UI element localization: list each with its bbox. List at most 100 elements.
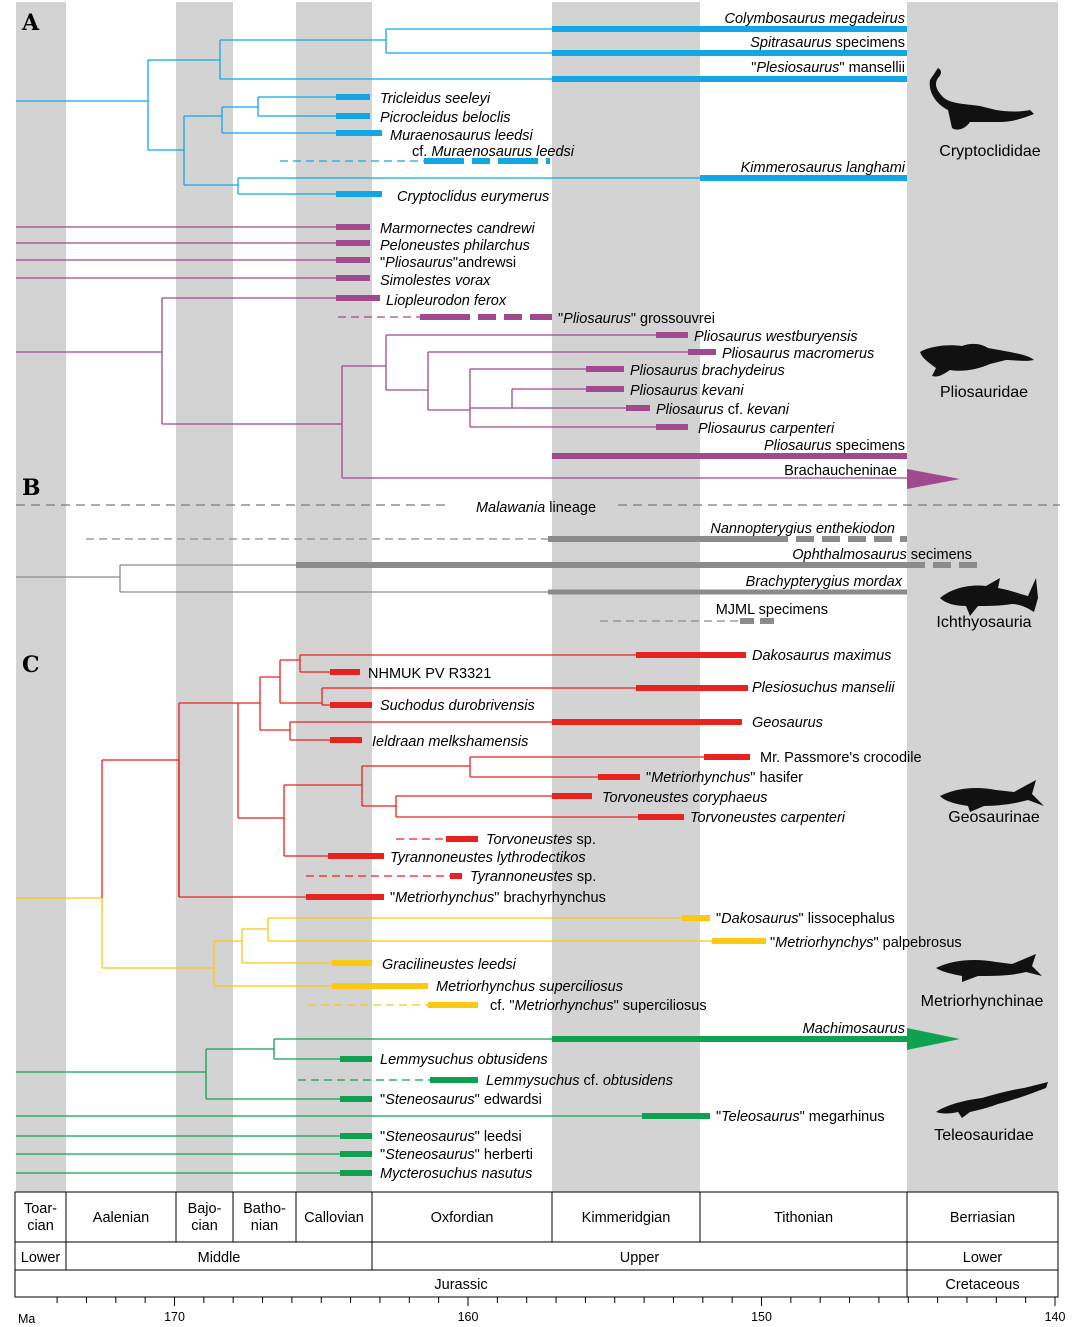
- axis-unit: Ma: [18, 1312, 35, 1326]
- geosaurine-icon: [940, 780, 1044, 812]
- taxon-suchodus: Suchodus durobrivensis: [380, 698, 535, 714]
- taxon-tricleidus: Tricleidus seeleyi: [380, 91, 491, 107]
- taxon-lemm-cf: Lemmysuchus cf. obtusidens: [486, 1073, 673, 1089]
- stage-label: cian: [27, 1218, 54, 1234]
- series-label: Lower: [21, 1250, 61, 1266]
- plesiosaur-icon: [929, 68, 1034, 130]
- taxon-nhmuk: NHMUK PV R3321: [368, 666, 491, 682]
- taxon-torv-carpenteri: Torvoneustes carpenteri: [690, 810, 846, 826]
- stage-band: [16, 2, 66, 1192]
- taxon-gracilineustes: Gracilineustes leedsi: [382, 957, 517, 973]
- taxon-westburyensis: Pliosaurus westburyensis: [694, 329, 858, 345]
- series-label: Upper: [620, 1250, 660, 1266]
- stage-band: [176, 2, 233, 1192]
- stage-label: Tithonian: [774, 1210, 833, 1226]
- taxon-mjml: MJML specimens: [716, 602, 828, 618]
- silhouettes: [920, 68, 1048, 1118]
- taxon-macromerus: Pliosaurus macromerus: [722, 346, 874, 362]
- taxon-colymbosaurus: Colymbosaurus megadeirus: [724, 11, 905, 27]
- taxon-megarhinus: "Teleosaurus" megarhinus: [716, 1109, 885, 1125]
- stage-label: Berriasian: [950, 1210, 1015, 1226]
- taxon-picrocleidus: Picrocleidus beloclis: [380, 110, 511, 126]
- taxon-liopleurodon: Liopleurodon ferox: [386, 293, 507, 309]
- stage-label: Kimmeridgian: [582, 1210, 671, 1226]
- stage-label: Bajo-: [188, 1201, 222, 1217]
- taxon-herberti: "Steneosaurus" herberti: [380, 1147, 533, 1163]
- arrow-brachaucheninae: [907, 469, 960, 489]
- stage-label: nian: [251, 1218, 278, 1234]
- stage-label: Toar-: [24, 1201, 57, 1217]
- stage-label: Aalenian: [93, 1210, 149, 1226]
- group-metriorhynchinae: Metriorhynchinae: [921, 993, 1044, 1010]
- taxon-lissocephalus: "Dakosaurus" lissocephalus: [716, 911, 895, 927]
- panel-label-b: B: [22, 475, 41, 501]
- tick-label-160: 160: [458, 1310, 479, 1324]
- taxon-plesiosaurus-mansellii: "Plesiosaurus" mansellii: [751, 60, 905, 76]
- stage-label: Oxfordian: [431, 1210, 494, 1226]
- tick-label-170: 170: [164, 1310, 185, 1324]
- taxon-geosaurus: Geosaurus: [752, 715, 823, 731]
- tick-label-150: 150: [751, 1310, 772, 1324]
- taxon-mycterosuchus: Mycterosuchus nasutus: [380, 1166, 532, 1182]
- taxon-kevani: Pliosaurus kevani: [630, 383, 744, 399]
- taxon-lythrodectikos: Tyrannoneustes lythrodectikos: [390, 850, 586, 866]
- taxon-torv-sp: Torvoneustes sp.: [486, 832, 596, 848]
- taxon-superciliosus: Metriorhynchus superciliosus: [436, 979, 623, 995]
- taxon-labels: A B C Colymbosaurus megadeirus Spitrasaurus …: [21, 10, 1043, 1182]
- group-geosaurinae: Geosaurinae: [948, 809, 1040, 826]
- taxon-palpebrosus: "Metriorhynchys" palpebrosus: [770, 935, 962, 951]
- timescale: Toar-cian Aalenian Bajo-cian Batho-nian Call…: [14, 1191, 1066, 1326]
- taxon-dakosaurus: Dakosaurus maximus: [752, 648, 891, 664]
- taxon-coryphaeus: Torvoneustes coryphaeus: [602, 790, 768, 806]
- taxon-machimosaurus: Machimosaurus: [803, 1021, 905, 1037]
- group-teleosauridae: Teleosauridae: [934, 1127, 1034, 1144]
- series-label: Lower: [963, 1250, 1003, 1266]
- panel-label-a: A: [21, 10, 40, 36]
- taxon-nannopterygius: Nannopterygius enthekiodon: [710, 521, 895, 537]
- taxon-brachydeirus: Pliosaurus brachydeirus: [630, 363, 785, 379]
- taxon-pliosaurus-specimens: Pliosaurus specimens: [764, 438, 905, 454]
- stage-label: Batho-: [243, 1201, 286, 1217]
- taxon-kimmerosaurus: Kimmerosaurus langhami: [741, 160, 906, 176]
- group-pliosauridae: Pliosauridae: [940, 384, 1028, 401]
- taxon-malawania: Malawania lineage: [476, 500, 596, 516]
- taxon-plesiosuchus: Plesiosuchus manselii: [752, 680, 895, 696]
- taxon-carpenteri: Pliosaurus carpenteri: [698, 421, 835, 437]
- panel-label-c: C: [22, 652, 40, 678]
- taxon-lemmysuchus: Lemmysuchus obtusidens: [380, 1052, 548, 1068]
- taxon-brachypterygius: Brachypterygius mordax: [746, 574, 903, 590]
- taxon-tyr-sp: Tyrannoneustes sp.: [470, 869, 596, 885]
- stage-band: [552, 2, 700, 1192]
- stage-band: [296, 2, 372, 1192]
- taxon-brachyrhynchus: "Metriorhynchus" brachyrhynchus: [390, 890, 606, 906]
- stage-label: cian: [191, 1218, 218, 1234]
- timescale-frame: [14, 1191, 1059, 1298]
- teleosaurid-icon: [936, 1082, 1048, 1118]
- taxon-cf-muraenosaurus: cf. Muraenosaurus leedsi: [412, 144, 575, 160]
- system-label: Jurassic: [434, 1277, 487, 1293]
- group-ichthyosauria: Ichthyosauria: [936, 614, 1031, 631]
- tree-lines: [16, 26, 1060, 1176]
- taxon-cf-kevani: Pliosaurus cf. kevani: [656, 402, 790, 418]
- taxon-spitrasaurus: Spitrasaurus specimens: [750, 35, 905, 51]
- arrow-machimosaurus: [907, 1028, 960, 1050]
- pliosaur-icon: [920, 343, 1034, 377]
- taxon-simolestes: Simolestes vorax: [380, 273, 491, 289]
- stage-label: Callovian: [304, 1210, 364, 1226]
- taxon-brachaucheninae: Brachaucheninae: [784, 463, 897, 479]
- metriorhynchine-icon: [936, 954, 1042, 982]
- series-label: Middle: [198, 1250, 241, 1266]
- taxon-grossouvrei: "Pliosaurus" grossouvrei: [558, 311, 715, 327]
- taxon-ieldraan: Ieldraan melkshamensis: [372, 734, 528, 750]
- tick-label-140: 140: [1045, 1310, 1066, 1324]
- taxon-ophthalmosaurus: Ophthalmosaurus secimens: [792, 547, 972, 563]
- taxon-muraenosaurus: Muraenosaurus leedsi: [390, 128, 533, 144]
- taxon-cf-superciliosus: cf. "Metriorhynchus" superciliosus: [490, 998, 707, 1014]
- taxon-cryptoclidus: Cryptoclidus eurymerus: [397, 189, 549, 205]
- ichthyosaur-icon: [940, 578, 1038, 616]
- taxon-pliosaurus-andrewsi: "Pliosaurus"andrewsi: [380, 255, 516, 271]
- taxon-st-leedsi: "Steneosaurus" leedsi: [380, 1129, 522, 1145]
- taxon-peloneustes: Peloneustes philarchus: [380, 238, 530, 254]
- taxon-passmore: Mr. Passmore's crocodile: [760, 750, 922, 766]
